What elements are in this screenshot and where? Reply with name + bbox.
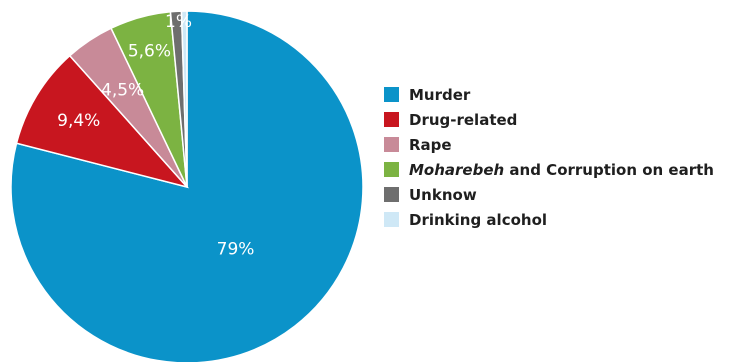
legend-item-unknow: Unknow <box>384 182 714 207</box>
legend-swatch-drug-related <box>384 112 399 127</box>
legend-item-rape: Rape <box>384 132 714 157</box>
slice-value-label: 4,5% <box>101 80 144 100</box>
slice-value-label: 9,4% <box>57 111 100 131</box>
legend-swatch-rape <box>384 137 399 152</box>
slice-value-label: 5,6% <box>128 41 171 61</box>
pie-chart: 79% 9,4%4,5% 5,6% 1% <box>10 10 364 362</box>
legend-swatch-murder <box>384 87 399 102</box>
legend-swatch-moharebeh <box>384 162 399 177</box>
legend-item-murder: Murder <box>384 82 714 107</box>
legend-label-drug-related: Drug-related <box>409 110 518 129</box>
pie-slice-drinking-alcohol <box>180 10 188 188</box>
legend-label-moharebeh-italic: Moharebeh <box>409 160 505 179</box>
legend-label-murder: Murder <box>409 85 471 104</box>
slice-value-label: 79% <box>217 240 255 260</box>
legend-label-rape: Rape <box>409 135 452 154</box>
legend-item-drinking-alcohol: Drinking alcohol <box>384 207 714 232</box>
slice-value-label: 1% <box>165 12 192 32</box>
legend-swatch-drinking-alcohol <box>384 212 399 227</box>
legend-item-drug-related: Drug-related <box>384 107 714 132</box>
legend: Murder Drug-related Rape Moharebeh and C… <box>384 82 714 232</box>
pie-slice-drug-related <box>15 54 190 189</box>
legend-swatch-unknow <box>384 187 399 202</box>
legend-label-moharebeh: Moharebeh and Corruption on earth <box>409 161 714 179</box>
pie-slice-murder <box>10 10 364 362</box>
legend-label-drinking-alcohol: Drinking alcohol <box>409 210 548 229</box>
legend-label-moharebeh-rest: and Corruption on earth <box>504 160 714 179</box>
legend-label-unknow: Unknow <box>409 185 477 204</box>
legend-item-moharebeh: Moharebeh and Corruption on earth <box>384 157 714 182</box>
